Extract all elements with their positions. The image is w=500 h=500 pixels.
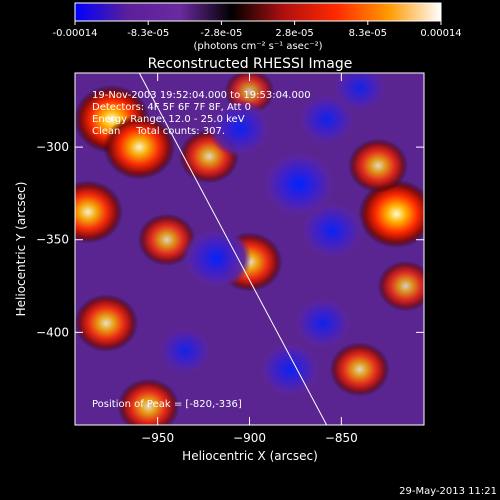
negative-emission-blob (208, 99, 273, 158)
solar-limb-line (138, 73, 328, 425)
positive-emission-blob (377, 260, 424, 312)
negative-emission-blob (181, 226, 252, 290)
peak-position-label: Position of Peak = [-820,-336] (92, 399, 242, 410)
colorbar-tick-label: -2.8e-05 (200, 28, 242, 39)
observation-info: 19-Nov-2003 19:52:04.000 to 19:53:04.000… (92, 90, 311, 137)
negative-emission-blob (261, 149, 338, 219)
positive-emission-blob (348, 138, 409, 193)
info-line-counts: Clean Total counts: 307. (92, 126, 225, 137)
info-line-detectors: Detectors: 4F 5F 6F 7F 8F, Att 0 (92, 102, 251, 113)
positive-emission-blob (117, 378, 180, 425)
colorbar-tick-label: -8.3e-05 (127, 28, 169, 39)
positive-emission-blob (358, 179, 424, 248)
negative-emission-blob (292, 296, 353, 351)
positive-emission-blob (75, 180, 123, 244)
y-tick-label: −350 (36, 233, 69, 247)
positive-emission-blob (137, 213, 196, 266)
colorbar-tick-label: 2.8e-05 (275, 28, 313, 39)
heatmap-blobs (75, 73, 424, 425)
y-tick-label: −400 (36, 325, 69, 339)
x-axis-label: Heliocentric X (arcsec) (182, 449, 318, 463)
plot-area: −950 −900 −850 −300 −350 −400 (36, 72, 425, 445)
negative-emission-blob (257, 340, 322, 399)
colorbar-tick-label: 8.3e-05 (349, 28, 387, 39)
chart-title: Reconstructed RHESSI Image (148, 56, 353, 72)
negative-emission-blob (157, 325, 214, 377)
colorbar: -0.00014 -8.3e-05 -2.8e-05 2.8e-05 8.3e-05 0.… (53, 2, 462, 52)
y-axis-ticks: −300 −350 −400 (36, 140, 424, 339)
positive-emission-blob (103, 114, 176, 180)
negative-emission-blob (299, 200, 366, 261)
x-tick-label: −900 (233, 431, 266, 445)
positive-emission-blob (75, 294, 139, 352)
negative-emission-blob (331, 73, 388, 114)
positive-emission-blob (329, 342, 390, 397)
x-axis-ticks: −950 −900 −850 (141, 73, 358, 445)
info-line-time: 19-Nov-2003 19:52:04.000 to 19:53:04.000 (92, 90, 311, 101)
y-axis-label: Heliocentric Y (arcsec) (14, 182, 28, 317)
x-tick-label: −950 (141, 431, 174, 445)
colorbar-tick-label: -0.00014 (53, 28, 98, 39)
footer-timestamp: 29-May-2013 11:21 (399, 486, 497, 497)
colorbar-unit-label: (photons cm⁻² s⁻¹ asec⁻²) (193, 41, 322, 52)
info-line-energy: Energy Range: 12.0 - 25.0 keV (92, 114, 245, 125)
y-tick-label: −300 (36, 140, 69, 154)
x-tick-label: −850 (325, 431, 358, 445)
colorbar-tick-label: 0.00014 (420, 28, 461, 39)
colorbar-gradient (74, 2, 442, 22)
colorbar-ticks: -0.00014 -8.3e-05 -2.8e-05 2.8e-05 8.3e-05 0.… (53, 21, 462, 39)
